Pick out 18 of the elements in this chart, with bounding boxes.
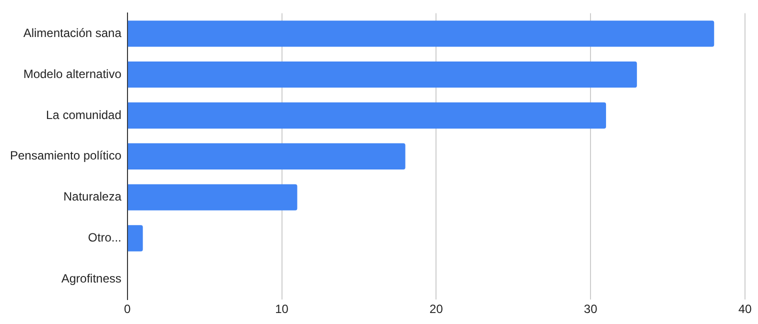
x-tick-label: 10 <box>275 302 289 316</box>
y-tick-label: Alimentación sana <box>23 26 122 40</box>
y-tick-label: La comunidad <box>46 108 122 122</box>
bar <box>128 225 143 252</box>
y-tick-label: Naturaleza <box>63 190 122 204</box>
x-tick-label: 30 <box>584 302 598 316</box>
bar <box>128 102 606 129</box>
x-tick-label: 0 <box>124 302 132 316</box>
y-tick-label: Pensamiento político <box>10 148 122 163</box>
x-tick-label: 40 <box>738 302 752 316</box>
x-tick-label: 20 <box>430 302 444 316</box>
bar <box>128 20 714 47</box>
y-tick-label: Otro... <box>88 230 122 245</box>
bar <box>128 184 298 210</box>
y-tick-label: Agrofitness <box>61 271 122 286</box>
y-tick-label: Modelo alternativo <box>23 66 122 81</box>
bar <box>128 61 637 88</box>
bar <box>128 143 406 170</box>
